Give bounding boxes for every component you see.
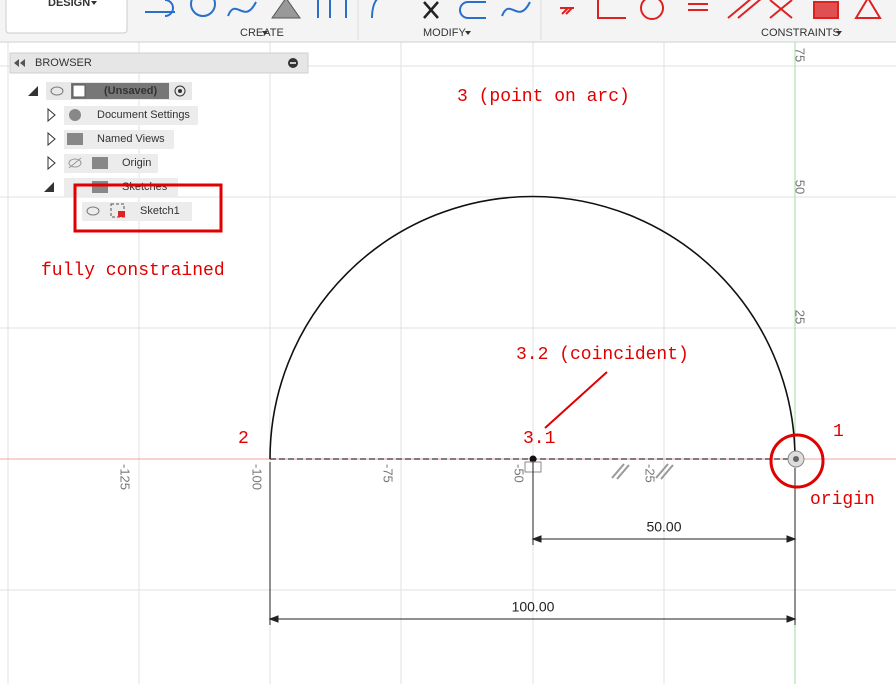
constraint-icon[interactable]	[660, 464, 674, 480]
center-point[interactable]	[529, 455, 537, 463]
tool-icon[interactable]	[560, 7, 574, 15]
eye-slash	[68, 157, 82, 169]
tool-icon[interactable]	[854, 0, 882, 19]
expander[interactable]	[47, 131, 56, 147]
ruler-label: 75	[793, 48, 808, 62]
workspace-button[interactable]	[5, 0, 128, 34]
annotation: 3.2 (coincident)	[516, 345, 689, 365]
tree-row[interactable]	[64, 106, 198, 125]
constraint-icon[interactable]	[616, 464, 630, 480]
eye-icon[interactable]	[86, 206, 100, 216]
dimension-100[interactable]	[268, 462, 797, 625]
annotation: origin	[810, 490, 875, 510]
expander[interactable]	[28, 86, 38, 96]
ruler-label: -75	[381, 464, 396, 483]
tool-icon[interactable]	[813, 1, 839, 19]
tree-label[interactable]: Sketch1	[140, 205, 180, 217]
constraint-icons	[560, 0, 882, 20]
tool-icon[interactable]	[371, 0, 378, 19]
constraint-icon[interactable]	[611, 463, 625, 479]
annotation: fully constrained	[41, 261, 225, 281]
modify-icons	[371, 0, 531, 19]
ruler-label: 25	[793, 310, 808, 324]
browser-title: BROWSER	[35, 57, 92, 69]
lock-icon	[118, 211, 125, 217]
annotation-pointer	[544, 371, 608, 429]
activate-icon-dot	[178, 89, 182, 93]
tool-icon[interactable]	[145, 0, 175, 17]
eye-hidden-icon[interactable]	[68, 158, 82, 168]
annotation: 3 (point on arc)	[457, 87, 630, 107]
folder-icon	[67, 133, 83, 145]
eye-icon[interactable]	[50, 86, 64, 96]
ruler-label: -50	[512, 464, 527, 483]
arrowheads	[531, 535, 797, 543]
arrowheads	[268, 615, 797, 623]
tool-icon[interactable]	[227, 1, 257, 17]
tool-icon[interactable]	[688, 3, 708, 11]
ruler-label: 50	[793, 180, 808, 194]
collapse-icon[interactable]	[14, 59, 25, 67]
root-label-bg	[71, 83, 169, 99]
toolbar-group-label[interactable]: MODIFY	[423, 27, 466, 39]
create-icons	[145, 0, 347, 19]
arc[interactable]	[269, 195, 796, 460]
dimension-text[interactable]: 100.00	[512, 599, 555, 615]
annotation: 3.1	[523, 429, 555, 449]
tool-icon[interactable]	[271, 0, 301, 19]
tree-row[interactable]	[64, 154, 158, 173]
annotation: 2	[238, 429, 249, 449]
tool-icon[interactable]	[423, 1, 439, 19]
tree-row[interactable]	[64, 130, 174, 149]
workspace-label[interactable]: DESIGN	[48, 0, 90, 9]
toolbar-group-label[interactable]: CONSTRAINTS	[761, 27, 840, 39]
tree-label[interactable]: (Unsaved)	[104, 85, 158, 97]
tool-icon[interactable]	[317, 0, 347, 18]
tool-icon[interactable]	[640, 0, 664, 20]
expander[interactable]	[47, 155, 56, 171]
ruler-label: -100	[250, 464, 265, 490]
gear-icon	[69, 109, 81, 121]
tree-label[interactable]: Origin	[122, 157, 151, 169]
tool-icon[interactable]	[597, 0, 626, 19]
tree-label[interactable]: Sketches	[122, 181, 168, 193]
toolbar	[0, 0, 896, 42]
constraint-icon[interactable]	[655, 463, 669, 479]
parallel-icons	[611, 463, 674, 480]
dropdown-arrow	[836, 31, 842, 35]
folder-icon	[92, 181, 108, 193]
tool-icon[interactable]	[190, 0, 216, 17]
tree-label[interactable]: Named Views	[97, 133, 165, 145]
sketch-icon	[110, 203, 125, 218]
dropdown-arrow	[262, 31, 268, 35]
annotation-circle	[769, 433, 825, 489]
tool-icon[interactable]	[501, 1, 531, 17]
dropdown-arrow	[91, 1, 97, 5]
toolbar-group-label[interactable]: CREATE	[240, 27, 284, 39]
ruler-label: -125	[118, 464, 133, 490]
activate-icon[interactable]	[174, 85, 186, 97]
dropdown-arrow	[465, 31, 471, 35]
annotation-box	[73, 183, 223, 233]
tree-label[interactable]: Document Settings	[97, 109, 190, 121]
expander[interactable]	[47, 107, 56, 123]
ruler-label: -25	[643, 464, 658, 483]
annotation: 1	[833, 422, 844, 442]
dimension-50[interactable]	[531, 462, 797, 625]
tool-icon[interactable]	[769, 0, 793, 19]
tree-row[interactable]	[82, 202, 192, 221]
expander[interactable]	[44, 182, 54, 192]
tool-icon[interactable]	[727, 0, 762, 19]
component-icon	[72, 84, 86, 98]
browser-header	[9, 52, 309, 74]
origin-point-core	[793, 456, 799, 462]
tool-icon[interactable]	[459, 0, 486, 19]
folder-icon	[92, 157, 108, 169]
dimension-text[interactable]: 50.00	[646, 519, 681, 535]
